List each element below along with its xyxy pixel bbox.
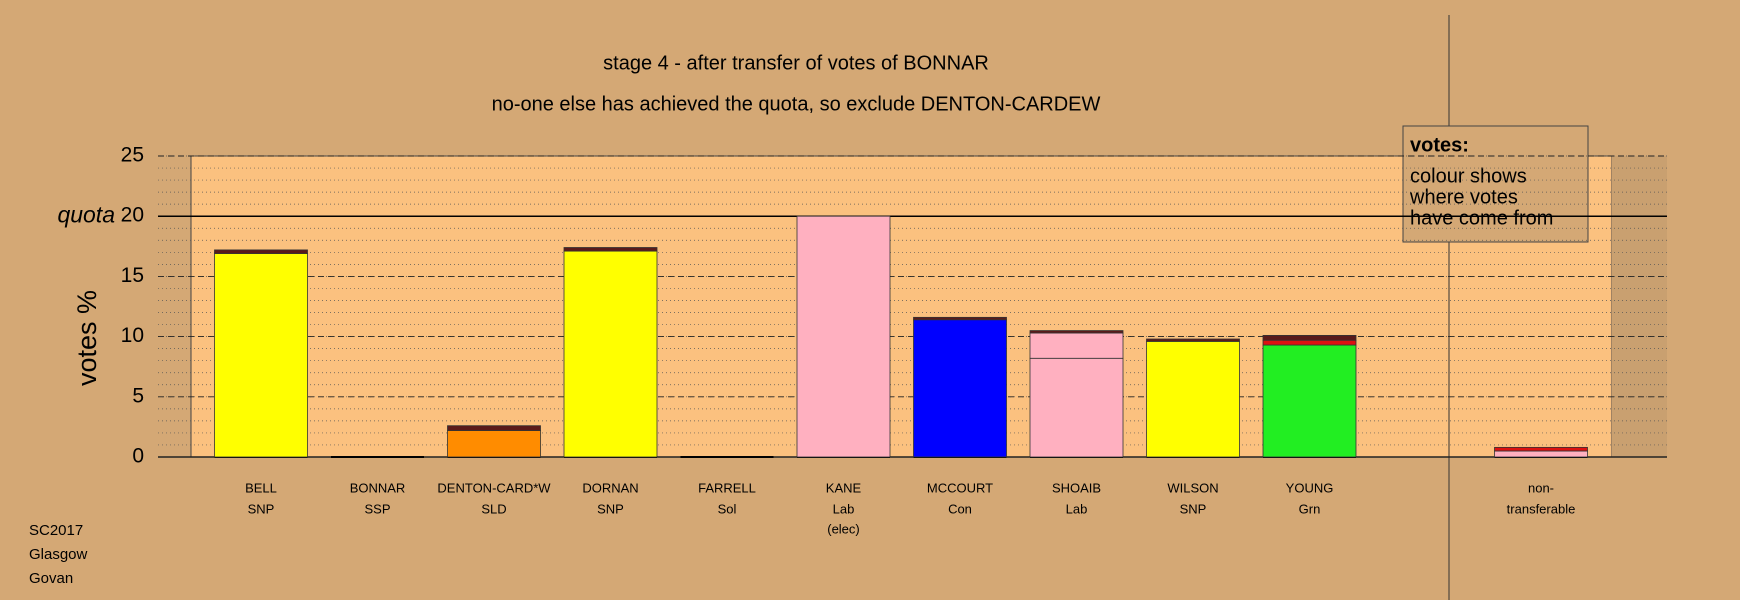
party-label: Grn (1299, 501, 1321, 516)
x-tick-label: FARRELL (698, 480, 756, 495)
legend-text: where votes (1409, 186, 1518, 208)
bar-segment (447, 425, 541, 431)
y-tick-label: 15 (121, 264, 144, 287)
legend-text: colour shows (1410, 165, 1527, 187)
x-tick-label: DENTON-CARD*W (437, 480, 551, 495)
party-label: SSP (364, 501, 390, 516)
bar-segment (563, 247, 658, 252)
y-tick-label: 10 (121, 324, 144, 347)
footer-text: Glasgow (29, 546, 88, 563)
legend-box (1402, 125, 1589, 243)
bar-segment (913, 316, 1007, 321)
x-tick-label: BONNAR (350, 480, 406, 495)
party-label: SLD (481, 501, 506, 516)
bar-segment (1262, 339, 1357, 346)
x-tick-label: WILSON (1167, 480, 1218, 495)
y-tick-label: 0 (132, 445, 144, 468)
bar-segment (1029, 330, 1124, 334)
party-label: SNP (248, 501, 275, 516)
bar-segment (1029, 332, 1124, 359)
legend-text: have come from (1410, 207, 1553, 229)
note-label: (elec) (827, 521, 860, 536)
x-tick-label: BELL (245, 480, 277, 495)
y-axis-label: votes % (72, 290, 102, 386)
x-tick-label: MCCOURT (927, 480, 993, 495)
x-tick-label: non- (1528, 480, 1554, 495)
bar-segment (1146, 338, 1240, 342)
party-label: Lab (833, 501, 855, 516)
bar-segment (1146, 341, 1240, 458)
bar-segment (1029, 357, 1124, 458)
plot-panel (190, 155, 1613, 458)
bar-segment (563, 250, 658, 458)
x-tick-label: KANE (826, 480, 862, 495)
party-label: Sol (718, 501, 737, 516)
bar-segment (447, 430, 541, 458)
bar-segment (214, 249, 308, 254)
footer-text: SC2017 (29, 522, 83, 539)
footer-text: Govan (29, 570, 73, 587)
chart-title: stage 4 - after transfer of votes of BON… (603, 52, 989, 74)
bar-segment (796, 215, 891, 458)
party-label: Con (948, 501, 972, 516)
x-tick-label: SHOAIB (1052, 480, 1101, 495)
quota-label: quota (57, 201, 115, 227)
y-tick-label: 20 (121, 204, 144, 227)
bar-segment (1494, 450, 1588, 458)
y-tick-label: 5 (132, 384, 144, 407)
bar-segment (1262, 334, 1357, 341)
bar-segment (913, 319, 1007, 458)
bar-segment (1494, 446, 1588, 452)
bar-segment (214, 253, 308, 458)
bar-segment (1262, 344, 1357, 458)
party-label: Lab (1066, 501, 1088, 516)
y-tick-label: 25 (121, 144, 144, 167)
chart-subtitle: no-one else has achieved the quota, so e… (492, 93, 1101, 115)
party-label: transferable (1507, 501, 1576, 516)
party-label: SNP (1180, 501, 1207, 516)
x-tick-label: YOUNG (1286, 480, 1334, 495)
side-panel (1612, 156, 1667, 457)
legend-text: votes: (1410, 134, 1469, 156)
party-label: SNP (597, 501, 624, 516)
x-tick-label: DORNAN (582, 480, 638, 495)
